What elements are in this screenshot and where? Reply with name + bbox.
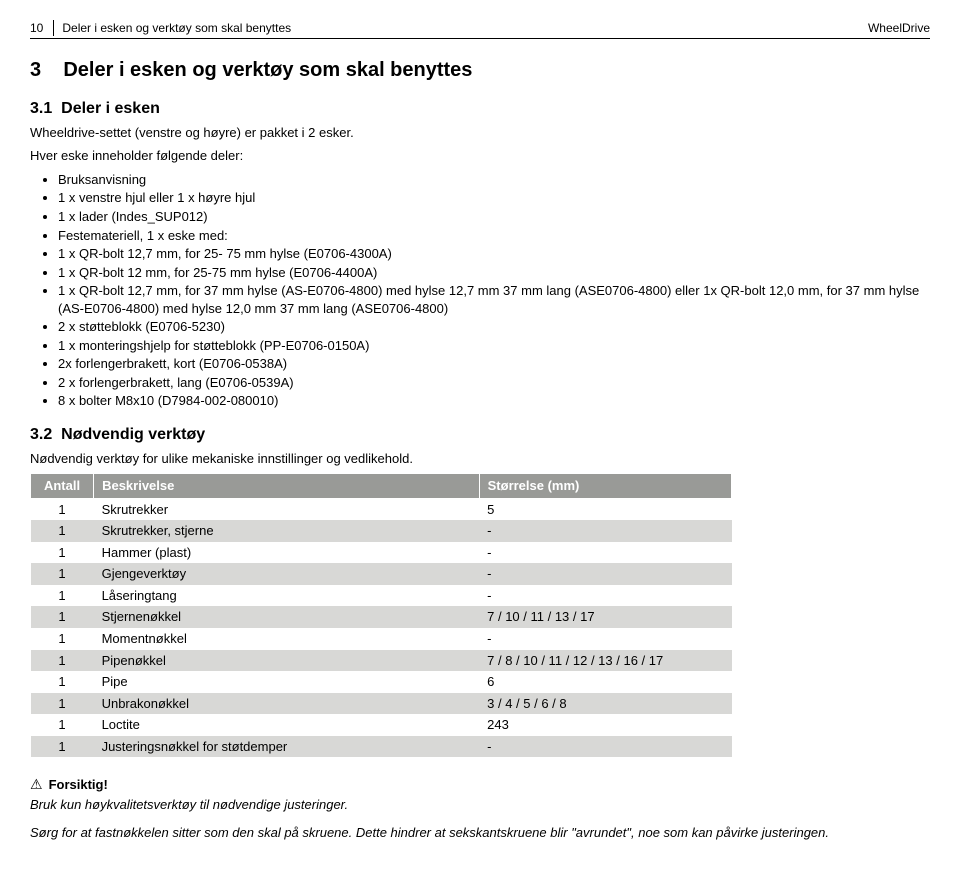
table-row: 1Gjengeverktøy- bbox=[31, 563, 732, 585]
tools-table-wrap: Antall Beskrivelse Størrelse (mm) 1Skrut… bbox=[30, 473, 930, 757]
brand-name: WheelDrive bbox=[868, 20, 930, 36]
tools-table: Antall Beskrivelse Størrelse (mm) 1Skrut… bbox=[30, 473, 732, 757]
table-row: 1Skrutrekker5 bbox=[31, 498, 732, 520]
col-header-size: Størrelse (mm) bbox=[479, 474, 731, 499]
section3-number: 3 bbox=[30, 59, 41, 81]
parts-list: Bruksanvisning1 x venstre hjul eller 1 x… bbox=[30, 171, 930, 410]
section31-intro1: Wheeldrive-settet (venstre og høyre) er … bbox=[30, 124, 930, 142]
section31-title: Deler i esken bbox=[61, 100, 160, 117]
cell-desc: Gjengeverktøy bbox=[94, 563, 480, 585]
cell-size: 5 bbox=[479, 498, 731, 520]
cell-size: - bbox=[479, 736, 731, 758]
table-row: 1Justeringsnøkkel for støtdemper- bbox=[31, 736, 732, 758]
cell-qty: 1 bbox=[31, 520, 94, 542]
parts-list-item: Bruksanvisning bbox=[58, 171, 930, 189]
cell-desc: Unbrakonøkkel bbox=[94, 693, 480, 715]
section3-title: Deler i esken og verktøy som skal benytt… bbox=[63, 59, 472, 81]
cell-desc: Låseringtang bbox=[94, 585, 480, 607]
header-left: 10 Deler i esken og verktøy som skal ben… bbox=[30, 20, 291, 36]
parts-list-item: 1 x QR-bolt 12,7 mm, for 37 mm hylse (AS… bbox=[58, 282, 930, 317]
section32-title: Nødvendig verktøy bbox=[61, 426, 205, 443]
page-number: 10 bbox=[30, 20, 43, 36]
table-row: 1Unbrakonøkkel3 / 4 / 5 / 6 / 8 bbox=[31, 693, 732, 715]
cell-desc: Skrutrekker, stjerne bbox=[94, 520, 480, 542]
page-header: 10 Deler i esken og verktøy som skal ben… bbox=[30, 20, 930, 39]
table-row: 1Pipenøkkel7 / 8 / 10 / 11 / 12 / 13 / 1… bbox=[31, 650, 732, 672]
cell-size: - bbox=[479, 520, 731, 542]
cell-qty: 1 bbox=[31, 736, 94, 758]
cell-desc: Pipenøkkel bbox=[94, 650, 480, 672]
parts-list-item: 1 x monteringshjelp for støtteblokk (PP-… bbox=[58, 337, 930, 355]
cell-qty: 1 bbox=[31, 542, 94, 564]
cell-qty: 1 bbox=[31, 585, 94, 607]
section31-intro2: Hver eske inneholder følgende deler: bbox=[30, 147, 930, 165]
parts-list-item: 8 x bolter M8x10 (D7984-002-080010) bbox=[58, 392, 930, 410]
caution-text: Bruk kun høykvalitetsverktøy til nødvend… bbox=[30, 796, 930, 814]
cell-size: - bbox=[479, 628, 731, 650]
table-row: 1Loctite243 bbox=[31, 714, 732, 736]
cell-size: - bbox=[479, 563, 731, 585]
table-row: 1Momentnøkkel- bbox=[31, 628, 732, 650]
parts-list-item: 1 x venstre hjul eller 1 x høyre hjul bbox=[58, 189, 930, 207]
cell-qty: 1 bbox=[31, 714, 94, 736]
cell-size: 3 / 4 / 5 / 6 / 8 bbox=[479, 693, 731, 715]
cell-desc: Hammer (plast) bbox=[94, 542, 480, 564]
col-header-desc: Beskrivelse bbox=[94, 474, 480, 499]
parts-list-item: Festemateriell, 1 x eske med: bbox=[58, 227, 930, 245]
cell-size: 7 / 10 / 11 / 13 / 17 bbox=[479, 606, 731, 628]
table-row: 1Skrutrekker, stjerne- bbox=[31, 520, 732, 542]
caution-block: ⚠ Forsiktig! bbox=[30, 775, 930, 794]
cell-desc: Justeringsnøkkel for støtdemper bbox=[94, 736, 480, 758]
parts-list-item: 2 x støtteblokk (E0706-5230) bbox=[58, 318, 930, 336]
section32-number: 3.2 bbox=[30, 426, 52, 443]
section31-number: 3.1 bbox=[30, 100, 52, 117]
cell-desc: Pipe bbox=[94, 671, 480, 693]
cell-size: 243 bbox=[479, 714, 731, 736]
table-row: 1Hammer (plast)- bbox=[31, 542, 732, 564]
cell-desc: Loctite bbox=[94, 714, 480, 736]
cell-qty: 1 bbox=[31, 693, 94, 715]
parts-list-item: 1 x QR-bolt 12,7 mm, for 25- 75 mm hylse… bbox=[58, 245, 930, 263]
cell-qty: 1 bbox=[31, 606, 94, 628]
cell-size: 7 / 8 / 10 / 11 / 12 / 13 / 16 / 17 bbox=[479, 650, 731, 672]
parts-list-item: 2 x forlengerbrakett, lang (E0706-0539A) bbox=[58, 374, 930, 392]
section31-heading: 3.1 Deler i esken bbox=[30, 98, 930, 120]
table-row: 1Stjernenøkkel7 / 10 / 11 / 13 / 17 bbox=[31, 606, 732, 628]
cell-qty: 1 bbox=[31, 498, 94, 520]
warning-icon: ⚠ bbox=[30, 775, 43, 794]
cell-qty: 1 bbox=[31, 563, 94, 585]
col-header-qty: Antall bbox=[31, 474, 94, 499]
cell-desc: Stjernenøkkel bbox=[94, 606, 480, 628]
cell-qty: 1 bbox=[31, 628, 94, 650]
section32-intro: Nødvendig verktøy for ulike mekaniske in… bbox=[30, 450, 930, 468]
footer-paragraph: Sørg for at fastnøkkelen sitter som den … bbox=[30, 824, 930, 842]
cell-qty: 1 bbox=[31, 650, 94, 672]
table-row: 1Pipe6 bbox=[31, 671, 732, 693]
parts-list-item: 2x forlengerbrakett, kort (E0706-0538A) bbox=[58, 355, 930, 373]
cell-desc: Momentnøkkel bbox=[94, 628, 480, 650]
cell-size: - bbox=[479, 542, 731, 564]
parts-list-item: 1 x QR-bolt 12 mm, for 25-75 mm hylse (E… bbox=[58, 264, 930, 282]
cell-size: - bbox=[479, 585, 731, 607]
section32-heading: 3.2 Nødvendig verktøy bbox=[30, 424, 930, 446]
table-row: 1Låseringtang- bbox=[31, 585, 732, 607]
caution-label: Forsiktig! bbox=[49, 776, 108, 794]
cell-size: 6 bbox=[479, 671, 731, 693]
parts-list-item: 1 x lader (Indes_SUP012) bbox=[58, 208, 930, 226]
header-section-title: Deler i esken og verktøy som skal benytt… bbox=[53, 20, 291, 36]
cell-desc: Skrutrekker bbox=[94, 498, 480, 520]
section3-heading: 3 Deler i esken og verktøy som skal beny… bbox=[30, 57, 930, 84]
cell-qty: 1 bbox=[31, 671, 94, 693]
